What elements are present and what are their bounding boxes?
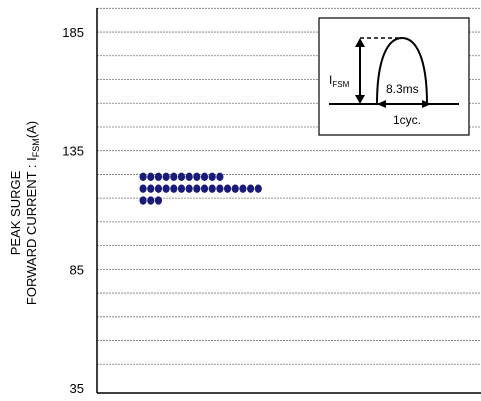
- data-point: [200, 184, 209, 193]
- data-point: [147, 172, 155, 182]
- data-point: [170, 172, 178, 182]
- data-point: [177, 184, 186, 193]
- y-tick-label: 85: [70, 262, 84, 277]
- data-point: [154, 196, 163, 205]
- data-point: [216, 172, 224, 182]
- inset-ifsm-label: IFSM: [329, 73, 350, 89]
- data-point: [162, 172, 170, 182]
- data-point: [185, 172, 193, 182]
- inset-duration-arrowhead-left: [377, 100, 386, 108]
- data-points: [139, 172, 262, 205]
- inset-half-sine: [376, 36, 428, 105]
- y-axis-label-line1: PEAK SURGE: [8, 170, 23, 255]
- inset-frame: [318, 17, 470, 136]
- inset-cycle-label: 1cyc.: [393, 113, 421, 127]
- data-point: [162, 184, 170, 193]
- data-point: [208, 184, 216, 193]
- data-point: [193, 172, 201, 182]
- inset-ifsm-arrowhead-up: [355, 38, 365, 47]
- data-point: [147, 184, 155, 193]
- y-tick-label: 135: [62, 144, 84, 159]
- y-axis-label-line2: FORWARD CURRENT : IFSM(A): [24, 121, 41, 305]
- inset-ifsm-arrowhead-down: [355, 95, 365, 104]
- inset-duration-arrowhead-right: [422, 100, 431, 108]
- data-point: [254, 184, 262, 193]
- data-point: [139, 184, 147, 193]
- data-point: [170, 184, 178, 193]
- y-tick-label: 185: [62, 25, 84, 40]
- data-point: [223, 184, 232, 193]
- y-axis-label: PEAK SURGE FORWARD CURRENT : IFSM(A): [8, 121, 41, 305]
- data-point: [208, 172, 216, 182]
- data-point: [147, 196, 155, 205]
- data-point: [154, 172, 163, 182]
- data-point: [185, 184, 193, 193]
- y-tick-labels: 35 85 135 185: [62, 25, 84, 396]
- data-point: [216, 184, 224, 193]
- data-point: [231, 184, 239, 193]
- data-point: [247, 184, 255, 193]
- data-point: [193, 184, 201, 193]
- data-point: [139, 172, 147, 182]
- inset-duration-label: 8.3ms: [386, 82, 419, 96]
- inset-waveform: IFSM 8.3ms 1cyc.: [318, 17, 470, 136]
- data-point: [139, 196, 147, 205]
- data-point: [239, 184, 247, 193]
- y-tick-label: 35: [70, 381, 84, 396]
- data-point: [154, 184, 163, 193]
- data-point: [200, 172, 209, 182]
- data-point: [177, 172, 186, 182]
